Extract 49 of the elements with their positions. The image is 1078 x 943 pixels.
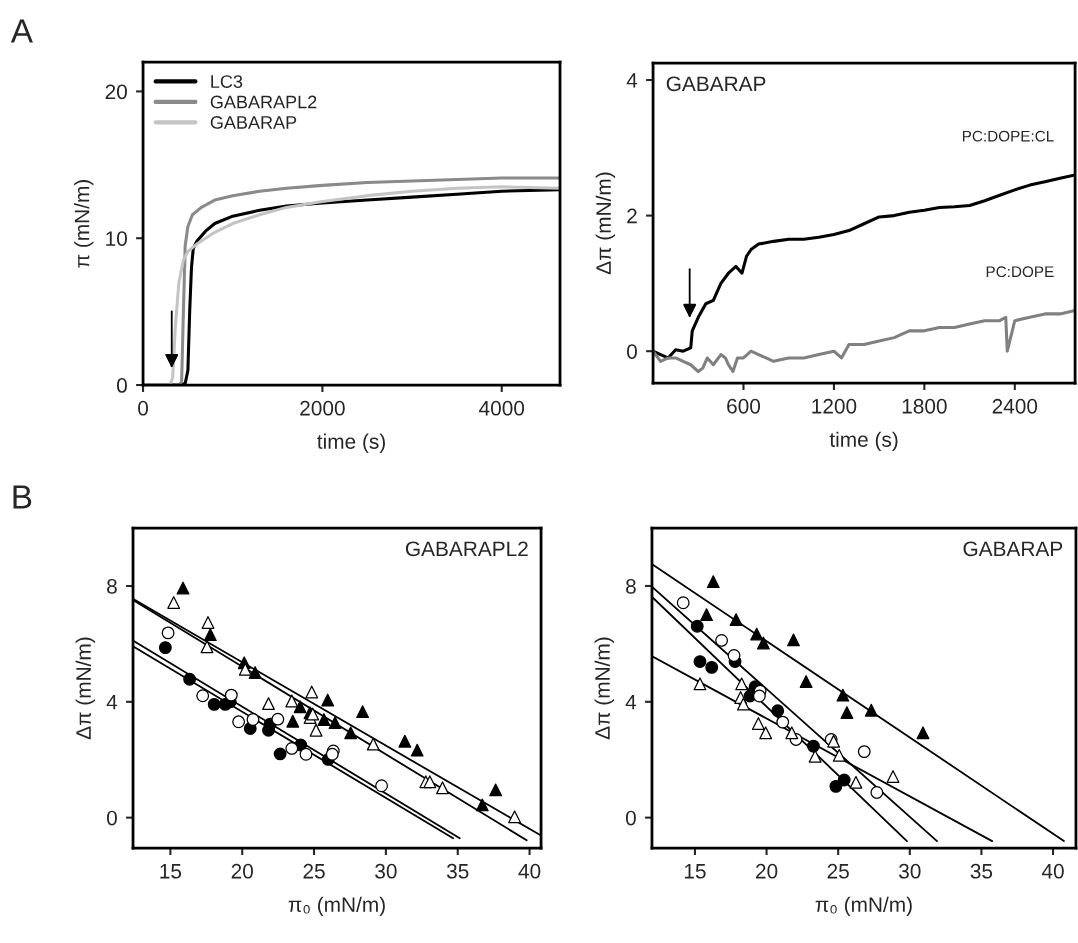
x-tick-label: 25	[827, 863, 849, 879]
x-tick-label: 600	[727, 398, 761, 414]
chart-title: GABARAP	[666, 76, 766, 92]
text: A	[10, 19, 33, 43]
legend-label: GABARAPL2	[210, 95, 317, 109]
x-tick-label: 4000	[479, 400, 525, 416]
y-tick-label: 0	[627, 344, 637, 359]
text: B	[13, 485, 32, 509]
y-tick-label: 8	[107, 578, 117, 594]
x-tick-label: 1200	[812, 398, 857, 414]
x-tick-label: 30	[899, 863, 921, 879]
x-axis-title: π₀ (mN/m)	[815, 896, 912, 917]
x-tick-label: 1800	[902, 398, 947, 414]
y-tick-label: 20	[105, 84, 127, 100]
y-axis-title: Δπ (mN/m)	[75, 637, 96, 740]
x-tick-label: 40	[518, 863, 541, 879]
x-tick-label: 2400	[992, 398, 1038, 414]
x-tick-label: 15	[684, 864, 706, 879]
chart-title: GABARAPL2	[405, 541, 528, 557]
x-tick-label: 40	[1041, 863, 1064, 879]
y-tick-label: 4	[625, 695, 637, 710]
y-tick-label: 0	[625, 810, 636, 826]
y-tick-label: 4	[626, 73, 638, 88]
legend-label: GABARAP	[210, 116, 297, 129]
x-tick-label: 20	[756, 863, 778, 879]
x-tick-label: 35	[970, 863, 993, 879]
x-axis-title: time (s)	[829, 431, 898, 452]
x-tick-label: 30	[375, 863, 397, 879]
y-tick-label: 0	[106, 810, 117, 826]
x-tick-label: 0	[138, 400, 149, 416]
x-tick-label: 2000	[300, 400, 345, 416]
x-axis-title: π₀ (mN/m)	[288, 896, 385, 917]
x-tick-label: 15	[160, 864, 182, 879]
y-tick-label: 8	[626, 578, 636, 594]
y-tick-label: 4	[106, 695, 118, 710]
x-tick-label: 20	[231, 863, 253, 879]
text: PC:DOPE	[986, 266, 1054, 278]
text: PC:DOPE:CL	[962, 130, 1054, 142]
y-axis-title: Δπ (mN/m)	[595, 172, 616, 275]
x-tick-label: 35	[446, 863, 469, 879]
y-tick-label: 2	[627, 208, 637, 224]
y-axis-title: Δπ (mN/m)	[594, 637, 614, 740]
y-tick-label: 10	[106, 231, 127, 246]
x-axis-title: time (s)	[317, 433, 385, 454]
legend-label: LC3	[211, 75, 243, 88]
y-axis-title: π (mN/m)	[74, 180, 94, 268]
chart-title: GABARAP	[963, 541, 1063, 557]
x-tick-label: 25	[303, 863, 325, 879]
y-tick-label: 0	[117, 378, 127, 393]
